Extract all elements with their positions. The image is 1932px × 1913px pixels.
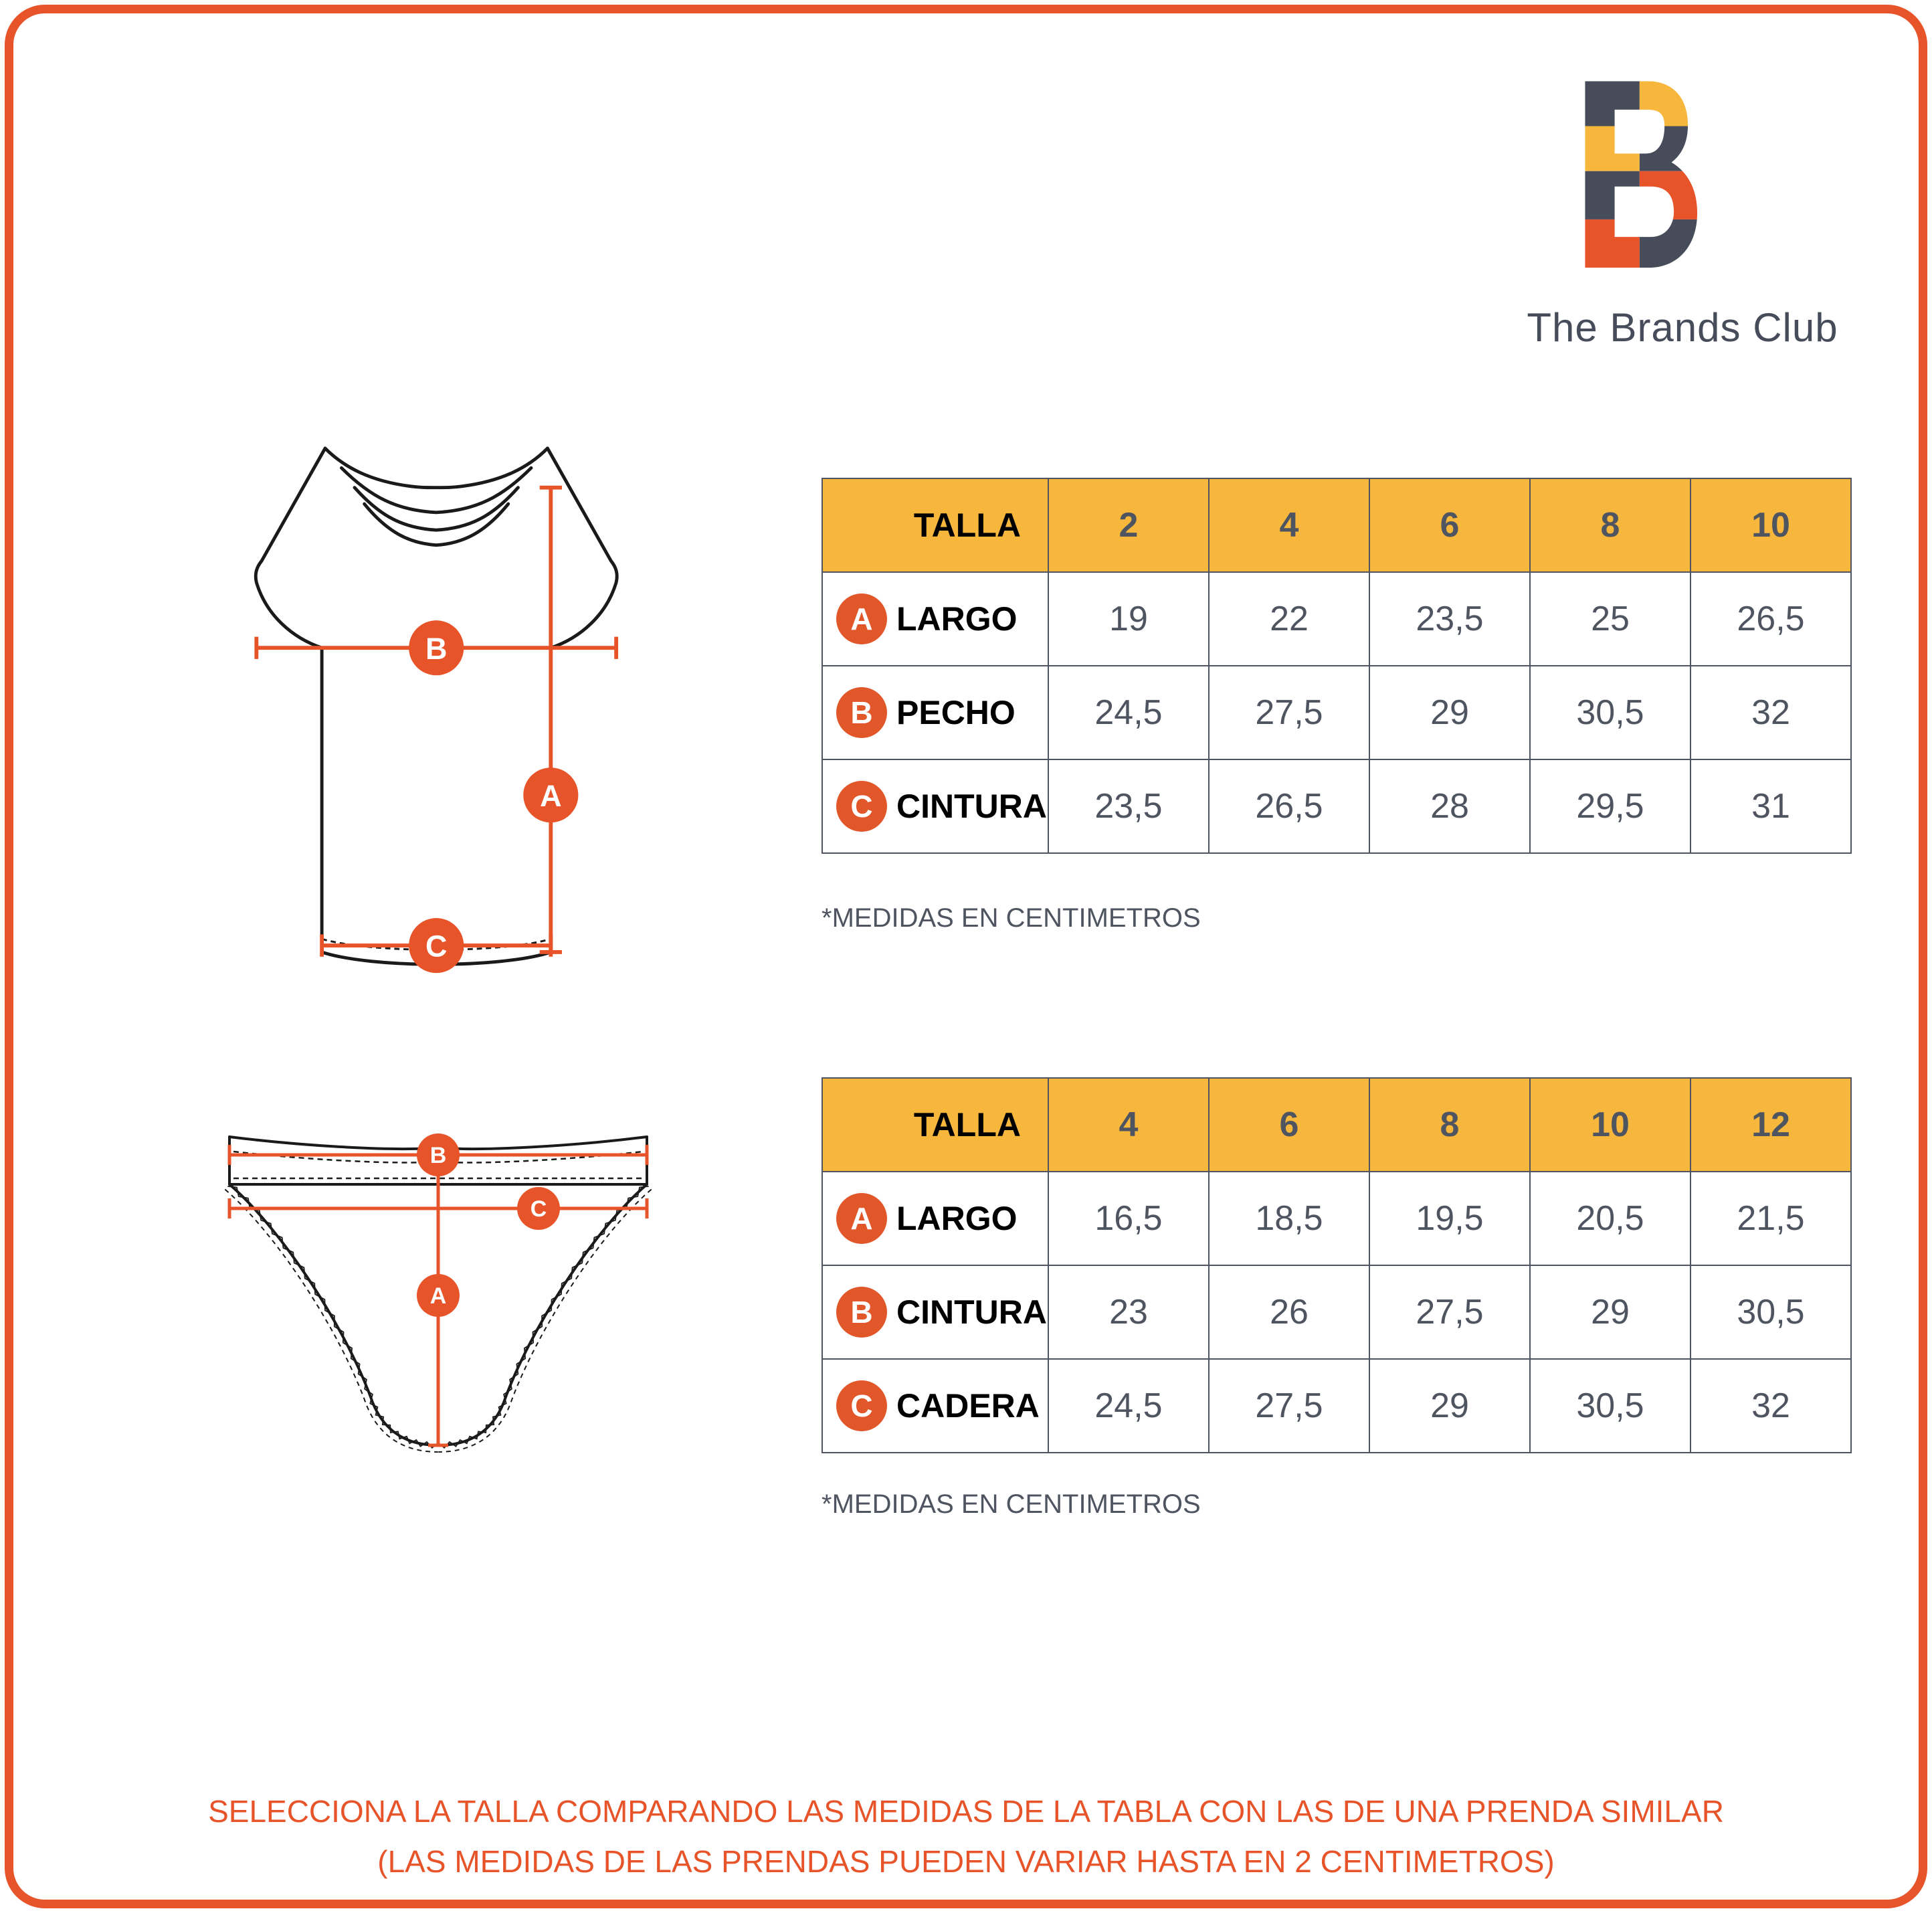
svg-text:B: B [425,632,447,666]
svg-text:B: B [430,1143,447,1168]
svg-text:C: C [530,1196,547,1222]
svg-text:C: C [425,929,447,964]
svg-text:A: A [540,779,561,813]
svg-text:A: A [430,1283,447,1309]
